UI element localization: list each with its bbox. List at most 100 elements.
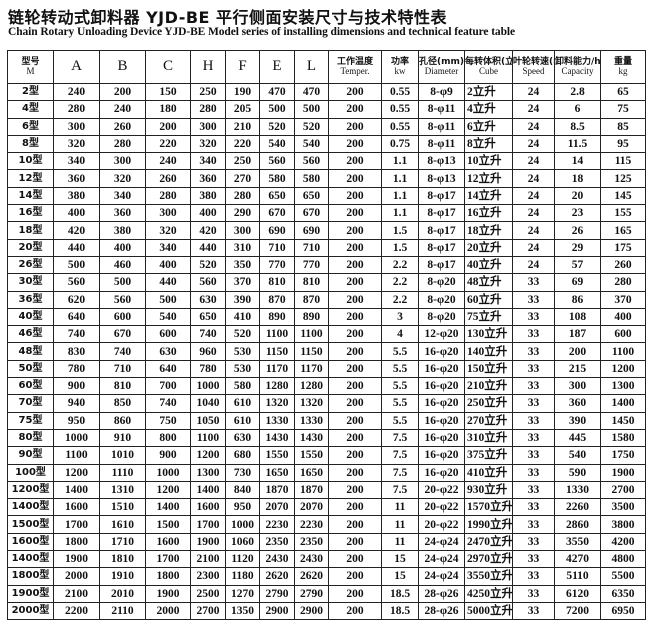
cell-c: 2000: [145, 601, 191, 620]
cell-cube: 130立升: [464, 325, 513, 344]
cell-cube: 930立升: [464, 480, 513, 500]
cell-diameter: 8-φ11: [418, 100, 465, 119]
cell-temperature: 200: [328, 325, 382, 344]
cell-a: 620: [53, 290, 100, 309]
cell-weight: 125: [600, 169, 646, 188]
cell-power: 11: [381, 515, 419, 534]
cell-f: 1270: [225, 584, 260, 603]
cell-l: 2620: [294, 567, 329, 586]
header-label-en: kw: [394, 66, 406, 76]
cell-e: 520: [259, 117, 295, 136]
cell-e: 2430: [259, 550, 295, 569]
cell-temperature: 200: [328, 204, 382, 223]
cell-cube: 4250立升: [464, 584, 513, 603]
cell-cube: 2立升: [464, 82, 513, 102]
cell-capacity: 2260: [554, 498, 601, 517]
cell-temperature: 200: [328, 550, 382, 569]
cell-c: 220: [145, 134, 191, 154]
cell-temperature: 200: [328, 342, 382, 361]
cell-power: 0.55: [381, 117, 419, 136]
cell-cube: 75立升: [464, 307, 513, 327]
header-weight: 重量 kg: [600, 50, 646, 84]
cell-speed: 24: [512, 134, 555, 154]
cell-f: 370: [225, 273, 260, 292]
cell-temperature: 200: [328, 307, 382, 327]
cell-f: 210: [225, 117, 260, 136]
cell-diameter: 8-φ20: [418, 290, 465, 309]
cell-temperature: 200: [328, 377, 382, 396]
cell-diameter: 20-φ22: [418, 498, 465, 517]
cell-speed: 33: [512, 428, 555, 448]
cell-speed: 33: [512, 394, 555, 413]
cell-b: 400: [99, 238, 146, 257]
cell-l: 1550: [294, 446, 329, 465]
cell-a: 280: [53, 100, 100, 119]
cell-h: 360: [190, 169, 226, 188]
cell-e: 810: [259, 273, 295, 292]
cell-diameter: 16-φ20: [418, 446, 465, 465]
cell-cube: 6立升: [464, 117, 513, 136]
cell-speed: 24: [512, 152, 555, 171]
table-row: 40型 640 600 540 650 410 890 890 200 3 8-φ20 75立升 33 1…: [7, 307, 646, 327]
cell-h: 1600: [190, 498, 226, 517]
cell-b: 910: [99, 428, 146, 448]
header-c: C: [145, 50, 191, 84]
cell-model: 12型: [7, 169, 54, 188]
cell-h: 560: [190, 273, 226, 292]
cell-a: 830: [53, 342, 100, 361]
cell-diameter: 20-φ22: [418, 480, 465, 500]
cell-model: 1400型: [7, 498, 54, 517]
cell-l: 1100: [294, 325, 329, 344]
cell-l: 890: [294, 307, 329, 327]
cell-weight: 155: [600, 204, 646, 223]
cell-a: 940: [53, 394, 100, 413]
cell-c: 240: [145, 152, 191, 171]
table-row: 1600型 1800 1710 1600 1900 1060 2350 2350 200 11 24…: [7, 532, 646, 552]
cell-model: 1500型: [7, 515, 54, 534]
cell-f: 310: [225, 238, 260, 257]
cell-b: 1010: [99, 446, 146, 465]
page-title: 链轮转动式卸料器 YJD-BE 平行侧面安装尺寸与技术特性表: [8, 8, 448, 27]
cell-temperature: 200: [328, 498, 382, 517]
cell-power: 7.5: [381, 480, 419, 500]
cell-h: 340: [190, 152, 226, 171]
cell-model: 4型: [7, 100, 54, 119]
header-a: A: [53, 50, 100, 84]
cell-diameter: 16-φ20: [418, 342, 465, 361]
cell-model: 20型: [7, 238, 54, 257]
cell-cube: 40立升: [464, 255, 513, 275]
cell-e: 2790: [259, 584, 295, 603]
cell-f: 1180: [225, 567, 260, 586]
cell-l: 710: [294, 238, 329, 257]
cell-diameter: 24-φ24: [418, 532, 465, 552]
cell-c: 700: [145, 377, 191, 396]
cell-c: 180: [145, 100, 191, 119]
cell-a: 640: [53, 307, 100, 327]
cell-e: 690: [259, 221, 295, 240]
cell-b: 710: [99, 359, 146, 379]
cell-power: 18.5: [381, 584, 419, 603]
cell-speed: 24: [512, 100, 555, 119]
cell-h: 2700: [190, 601, 226, 620]
cell-b: 1810: [99, 550, 146, 569]
cell-f: 680: [225, 446, 260, 465]
cell-power: 2.2: [381, 290, 419, 309]
cell-capacity: 18: [554, 169, 601, 188]
cell-diameter: 8-φ17: [418, 238, 465, 257]
cell-l: 1150: [294, 342, 329, 361]
table-row: 48型 830 740 630 960 530 1150 1150 200 5.5 16-φ20 14…: [7, 342, 646, 361]
cell-h: 1100: [190, 428, 226, 448]
cell-h: 1300: [190, 463, 226, 482]
cell-capacity: 8.5: [554, 117, 601, 136]
cell-b: 1610: [99, 515, 146, 534]
cell-l: 540: [294, 134, 329, 154]
cell-b: 240: [99, 100, 146, 119]
cell-temperature: 200: [328, 82, 382, 102]
cell-f: 290: [225, 204, 260, 223]
cell-power: 2.2: [381, 255, 419, 275]
cell-diameter: 8-φ9: [418, 82, 465, 102]
cell-e: 1150: [259, 342, 295, 361]
cell-weight: 1400: [600, 394, 646, 413]
table-row: 80型 1000 910 800 1100 630 1430 1430 200 7.5 16-φ20…: [7, 428, 646, 448]
cell-model: 46型: [7, 325, 54, 344]
